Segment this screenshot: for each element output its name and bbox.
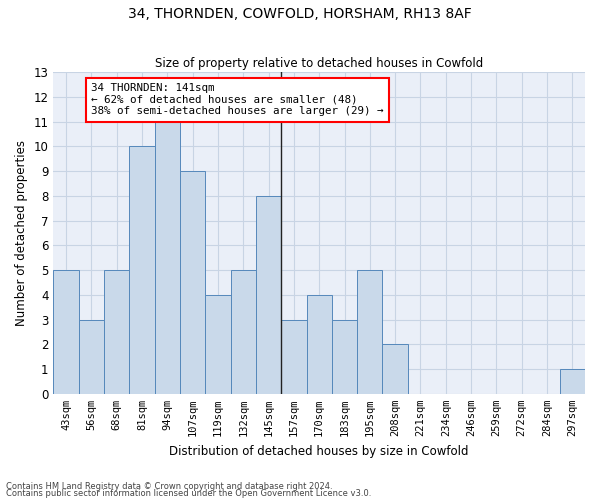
Text: Contains HM Land Registry data © Crown copyright and database right 2024.: Contains HM Land Registry data © Crown c…	[6, 482, 332, 491]
Bar	[357, 270, 382, 394]
Bar	[155, 122, 180, 394]
Bar	[256, 196, 281, 394]
Y-axis label: Number of detached properties: Number of detached properties	[15, 140, 28, 326]
Text: 34 THORNDEN: 141sqm
← 62% of detached houses are smaller (48)
38% of semi-detach: 34 THORNDEN: 141sqm ← 62% of detached ho…	[91, 83, 384, 116]
X-axis label: Distribution of detached houses by size in Cowfold: Distribution of detached houses by size …	[169, 444, 469, 458]
Bar	[230, 270, 256, 394]
Bar	[79, 320, 104, 394]
Bar	[53, 270, 79, 394]
Bar	[332, 320, 357, 394]
Bar	[104, 270, 130, 394]
Title: Size of property relative to detached houses in Cowfold: Size of property relative to detached ho…	[155, 56, 484, 70]
Bar	[205, 295, 230, 394]
Text: 34, THORNDEN, COWFOLD, HORSHAM, RH13 8AF: 34, THORNDEN, COWFOLD, HORSHAM, RH13 8AF	[128, 8, 472, 22]
Text: Contains public sector information licensed under the Open Government Licence v3: Contains public sector information licen…	[6, 490, 371, 498]
Bar	[180, 171, 205, 394]
Bar	[281, 320, 307, 394]
Bar	[307, 295, 332, 394]
Bar	[560, 369, 585, 394]
Bar	[130, 146, 155, 394]
Bar	[382, 344, 408, 394]
